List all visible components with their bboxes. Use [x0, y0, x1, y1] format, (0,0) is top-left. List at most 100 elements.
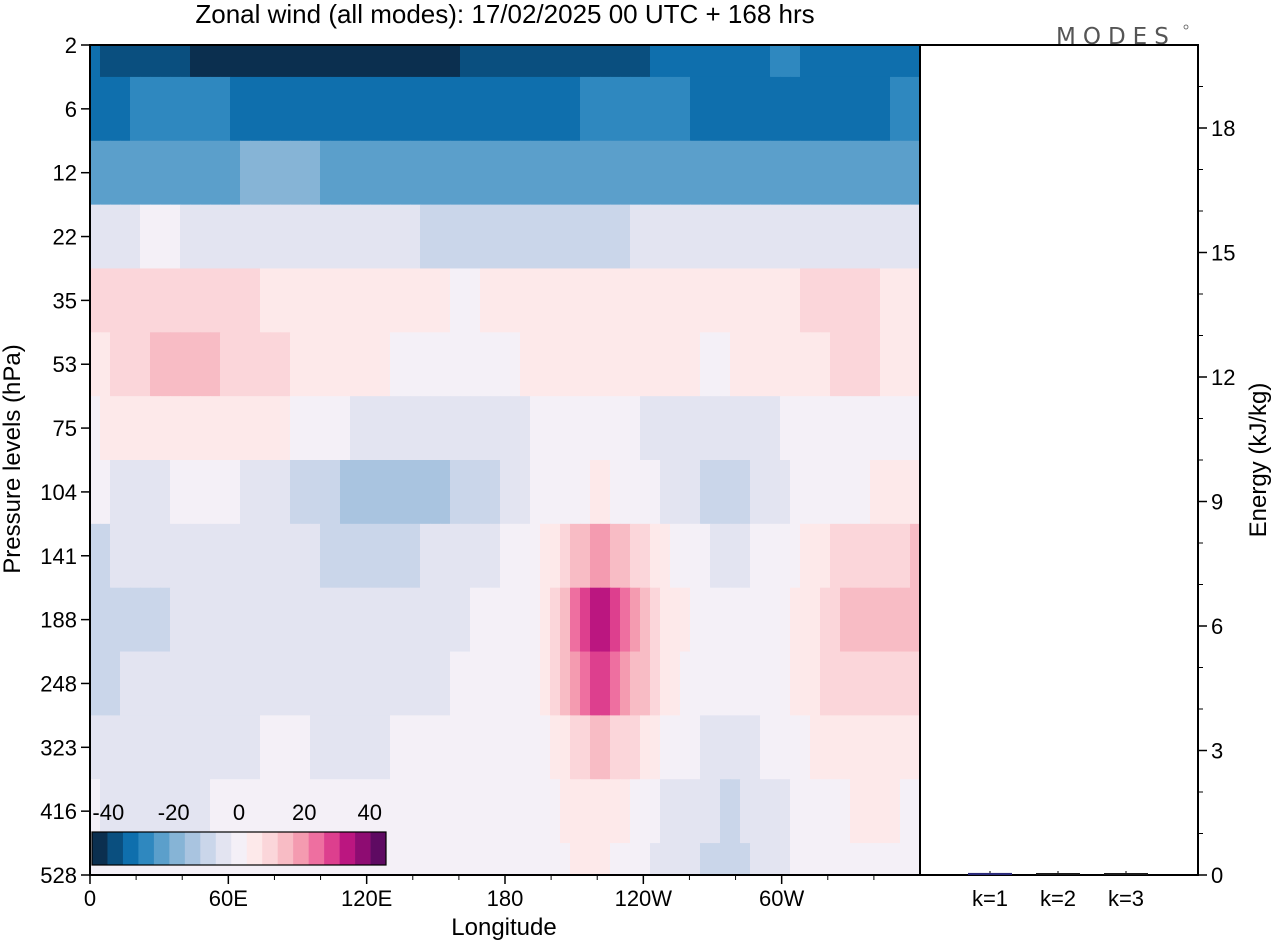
- heatmap-cell: [800, 587, 811, 653]
- heatmap-cell: [630, 651, 641, 716]
- heatmap-cell: [540, 460, 551, 525]
- heatmap-cell: [700, 523, 711, 589]
- heatmap-cell: [230, 45, 241, 78]
- heatmap-cell: [630, 779, 641, 844]
- heatmap-cell: [420, 45, 431, 78]
- colorbar-swatch: [370, 832, 387, 865]
- heatmap-cell: [110, 460, 121, 525]
- heatmap-cell: [190, 460, 201, 525]
- heatmap-cell: [730, 268, 741, 333]
- heatmap-cell: [320, 523, 331, 589]
- heatmap-cell: [420, 843, 431, 876]
- heatmap-cell: [100, 460, 111, 525]
- heatmap-cell: [740, 332, 751, 397]
- heatmap-cell: [570, 651, 581, 716]
- heatmap-cell: [390, 204, 401, 270]
- heatmap-cell: [500, 779, 511, 844]
- heatmap-cell: [650, 779, 661, 844]
- heatmap-cell: [840, 140, 851, 206]
- heatmap-cell: [700, 460, 711, 525]
- heatmap-cell: [820, 140, 831, 206]
- heatmap-cell: [910, 204, 921, 270]
- heatmap-cell: [490, 268, 501, 333]
- heatmap-cell: [500, 332, 511, 397]
- heatmap-cell: [300, 779, 311, 844]
- heatmap-cell: [440, 843, 451, 876]
- heatmap-cell: [210, 204, 221, 270]
- heatmap-cell: [480, 651, 491, 716]
- heatmap-cell: [350, 460, 361, 525]
- heatmap-cell: [170, 204, 181, 270]
- heatmap-cell: [390, 45, 401, 78]
- heatmap-cell: [730, 523, 741, 589]
- heatmap-cell: [150, 460, 161, 525]
- heatmap-cell: [170, 523, 181, 589]
- heatmap-cell: [830, 523, 841, 589]
- heatmap-cell: [630, 396, 641, 461]
- heatmap-cell: [250, 715, 261, 780]
- heatmap-cell: [450, 523, 461, 589]
- heatmap-cell: [550, 204, 561, 270]
- heatmap-cell: [190, 140, 201, 206]
- heatmap-cell: [220, 779, 231, 844]
- heatmap-cell: [200, 715, 211, 780]
- heatmap-cell: [220, 268, 231, 333]
- heatmap-cell: [190, 396, 201, 461]
- heatmap-cell: [380, 332, 391, 397]
- heatmap-cell: [800, 523, 811, 589]
- heatmap-cell: [560, 396, 571, 461]
- heatmap-cell: [650, 715, 661, 780]
- heatmap-cell: [600, 460, 611, 525]
- heatmap-cell: [370, 460, 381, 525]
- heatmap-cell: [740, 460, 751, 525]
- heatmap-cell: [180, 587, 191, 653]
- heatmap-cell: [850, 204, 861, 270]
- heatmap-cell: [190, 332, 201, 397]
- heatmap-cell: [670, 523, 681, 589]
- heatmap-cell: [320, 268, 331, 333]
- y-tick-label: 22: [53, 225, 77, 250]
- heatmap-cell: [90, 523, 101, 589]
- heatmap-cell: [810, 587, 821, 653]
- heatmap-cell: [700, 396, 711, 461]
- heatmap-cell: [430, 140, 441, 206]
- heatmap-cell: [850, 843, 861, 876]
- heatmap-cell: [440, 779, 451, 844]
- heatmap-cell: [720, 268, 731, 333]
- heatmap-cell: [750, 587, 761, 653]
- heatmap-cell: [160, 332, 171, 397]
- heatmap-cell: [150, 396, 161, 461]
- heatmap-cell: [320, 204, 331, 270]
- heatmap-cell: [250, 45, 261, 78]
- heatmap-cell: [500, 715, 511, 780]
- heatmap-cell: [760, 45, 771, 78]
- heatmap-cell: [420, 715, 431, 780]
- heatmap-cell: [670, 332, 681, 397]
- heatmap-cell: [810, 779, 821, 844]
- heatmap-cell: [590, 779, 601, 844]
- heatmap-cell: [610, 45, 621, 78]
- heatmap-cell: [140, 268, 151, 333]
- heatmap-cell: [180, 651, 191, 716]
- heatmap-cell: [380, 76, 391, 142]
- heatmap-cell: [120, 332, 131, 397]
- heatmap-cell: [390, 651, 401, 716]
- heatmap-cell: [290, 715, 301, 780]
- heatmap-cell: [870, 140, 881, 206]
- heatmap-cell: [640, 268, 651, 333]
- heatmap-cell: [640, 587, 651, 653]
- heatmap-cell: [830, 76, 841, 142]
- heatmap-cell: [720, 715, 731, 780]
- heatmap-cell: [150, 587, 161, 653]
- heatmap-cell: [660, 843, 671, 876]
- heatmap-cell: [640, 396, 651, 461]
- heatmap-cell: [390, 715, 401, 780]
- heatmap-cell: [230, 523, 241, 589]
- heatmap-cell: [360, 268, 371, 333]
- heatmap-cell: [790, 332, 801, 397]
- heatmap-cell: [810, 268, 821, 333]
- y-tick-label: 35: [53, 288, 77, 313]
- heatmap-cell: [540, 651, 551, 716]
- heatmap-cell: [300, 268, 311, 333]
- heatmap-cell: [660, 779, 671, 844]
